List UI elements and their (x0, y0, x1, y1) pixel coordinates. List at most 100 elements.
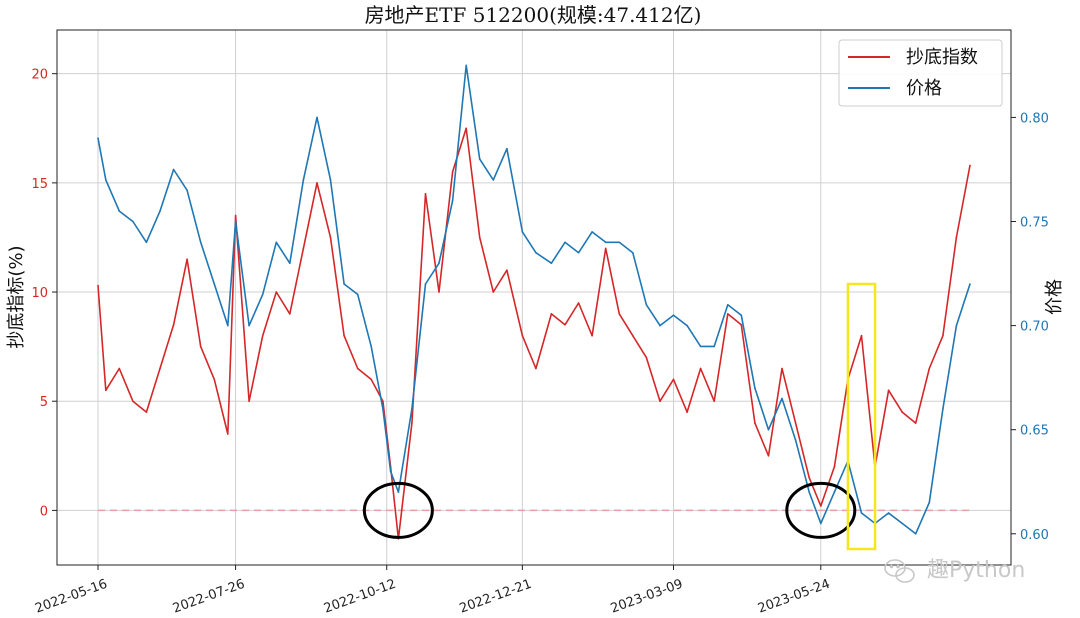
y-right-tick-label: 0.70 (1020, 320, 1049, 335)
y-right-tick-label: 0.75 (1020, 216, 1049, 231)
data-point (727, 304, 729, 306)
data-point (591, 231, 593, 233)
data-point (234, 214, 237, 217)
y-left-tick-label: 10 (31, 286, 48, 301)
data-point (672, 314, 675, 317)
y-left-tick-label: 15 (31, 177, 48, 192)
annotations (362, 282, 877, 551)
data-point (727, 313, 729, 315)
data-point (159, 210, 161, 212)
data-point (356, 293, 359, 296)
y-left-tick-label: 5 (40, 395, 48, 410)
data-point (955, 324, 958, 327)
x-tick-label: 2023-03-09 (609, 577, 685, 617)
data-point (118, 210, 121, 212)
y-right-tick-label: 0.65 (1020, 424, 1049, 439)
data-point (275, 241, 278, 244)
data-point (794, 422, 797, 424)
data-point (411, 408, 413, 410)
data-point (781, 397, 783, 400)
data-point (591, 334, 593, 337)
data-point (699, 345, 702, 348)
highlight-box (846, 282, 877, 551)
x-tick-label: 2022-10-12 (322, 577, 398, 617)
highlight-circle (785, 481, 857, 539)
data-point (370, 345, 373, 348)
data-point (492, 291, 495, 293)
data-point (767, 455, 770, 457)
x-tick-label: 2022-05-16 (33, 577, 109, 617)
data-point (969, 164, 971, 167)
data-point (316, 116, 318, 119)
data-point (521, 231, 524, 233)
data-point (713, 345, 715, 348)
data-point (754, 387, 756, 389)
y-left-tick-label: 0 (40, 504, 48, 519)
data-point (860, 334, 863, 337)
data-point (382, 400, 384, 403)
data-point (820, 505, 822, 507)
data-point (659, 400, 661, 403)
data-point (145, 411, 148, 413)
data-point (261, 293, 264, 296)
left-axis-ticks: 0 5 10 15 20 (31, 68, 57, 519)
y-axis-left-label: 抄底指标(%) (6, 245, 27, 348)
data-point (506, 269, 508, 272)
data-point (438, 262, 440, 265)
data-point (887, 389, 890, 392)
data-point (97, 137, 99, 139)
data-point (833, 465, 836, 468)
series-group (97, 64, 971, 540)
data-point (928, 367, 931, 370)
data-point (521, 334, 524, 337)
data-point (343, 283, 345, 285)
x-tick-label: 2022-12-21 (458, 577, 534, 617)
x-tick-label: 2022-07-26 (171, 577, 247, 617)
data-point (860, 512, 863, 514)
data-point (564, 241, 566, 244)
data-point (227, 324, 229, 327)
y-left-tick-label: 20 (31, 68, 48, 83)
grid (57, 30, 1011, 565)
data-point (145, 241, 148, 244)
data-point (370, 378, 373, 381)
y-axis-right-label: 价格 (1044, 279, 1065, 315)
data-point (833, 491, 836, 493)
data-point (506, 147, 508, 150)
data-point (478, 236, 481, 239)
data-point (618, 313, 621, 315)
data-point (118, 367, 121, 370)
data-point (672, 378, 675, 381)
data-point (172, 168, 175, 171)
data-point (316, 182, 318, 184)
data-point (397, 491, 400, 493)
data-point (645, 356, 648, 359)
data-point (389, 470, 392, 473)
data-point (132, 400, 134, 403)
data-point (535, 251, 537, 254)
data-point (329, 179, 332, 181)
legend-label-signal: 抄底指数 (906, 47, 978, 68)
data-point (740, 324, 743, 326)
data-point (451, 171, 454, 173)
right-axis-ticks: 0.60 0.65 0.70 0.75 0.80 (1011, 111, 1049, 543)
data-point (234, 220, 237, 223)
data-point (248, 324, 250, 327)
data-point (969, 283, 971, 285)
data-point (465, 127, 468, 130)
data-point (186, 189, 188, 192)
data-point (424, 193, 427, 195)
data-point (132, 220, 134, 223)
data-point (550, 262, 553, 265)
data-point (289, 313, 291, 315)
data-point (901, 411, 903, 413)
data-point (955, 236, 958, 239)
data-point (105, 389, 107, 392)
data-point (618, 241, 621, 244)
data-point (887, 512, 890, 514)
data-point (343, 334, 345, 337)
data-point (820, 522, 822, 525)
data-point (535, 367, 537, 370)
y-right-tick-label: 0.80 (1020, 111, 1049, 126)
data-point (199, 241, 202, 244)
